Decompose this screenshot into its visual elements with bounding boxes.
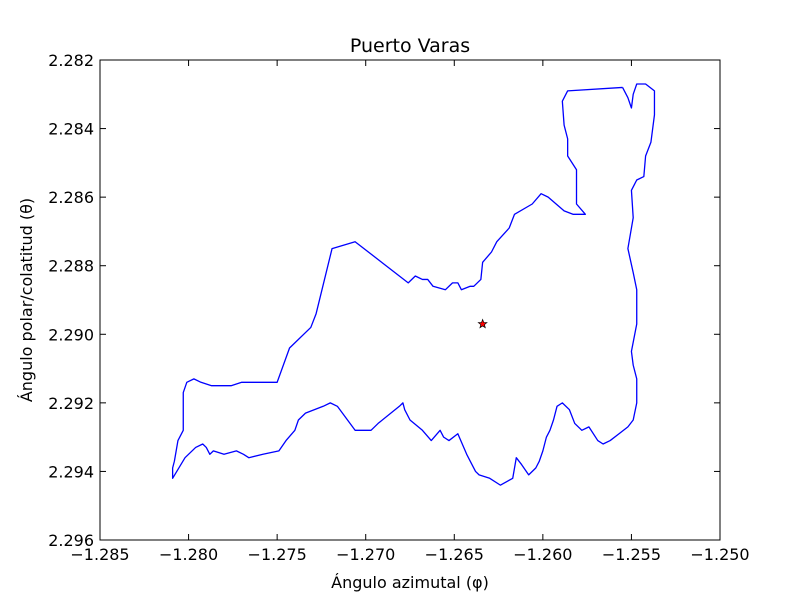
star-marker [477, 318, 488, 329]
chart-title: Puerto Varas [350, 35, 470, 57]
y-tick-label: 2.288 [48, 257, 94, 276]
x-tick-label: −1.285 [70, 545, 129, 564]
y-tick-label: 2.290 [48, 325, 94, 344]
x-tick-label: −1.255 [602, 545, 661, 564]
x-axis-ticks: −1.285 −1.280 −1.275 −1.270 −1.265 −1.260 −1.2… [70, 60, 750, 564]
x-tick-label: −1.260 [513, 545, 572, 564]
plot-area [171, 83, 656, 486]
y-tick-label: 2.284 [48, 120, 94, 139]
y-tick-label: 2.286 [48, 188, 94, 207]
x-tick-label: −1.265 [425, 545, 484, 564]
y-axis-title: Ángulo polar/colatitud (θ) [17, 198, 36, 402]
x-tick-label: −1.270 [336, 545, 395, 564]
y-axis-ticks: 2.282 2.284 2.286 2.288 2.290 2.292 2.294 2.296 [48, 51, 720, 550]
y-tick-label: 2.294 [48, 462, 94, 481]
series-line-boundary [171, 83, 656, 486]
plot-frame [99, 59, 721, 541]
y-tick-label: 2.282 [48, 51, 94, 70]
y-tick-label: 2.292 [48, 394, 94, 413]
x-tick-label: −1.280 [159, 545, 218, 564]
x-tick-label: −1.275 [248, 545, 307, 564]
y-tick-label: 2.296 [48, 531, 94, 550]
x-axis-title: Ángulo azimutal (φ) [331, 573, 489, 592]
x-tick-label: −1.250 [690, 545, 749, 564]
